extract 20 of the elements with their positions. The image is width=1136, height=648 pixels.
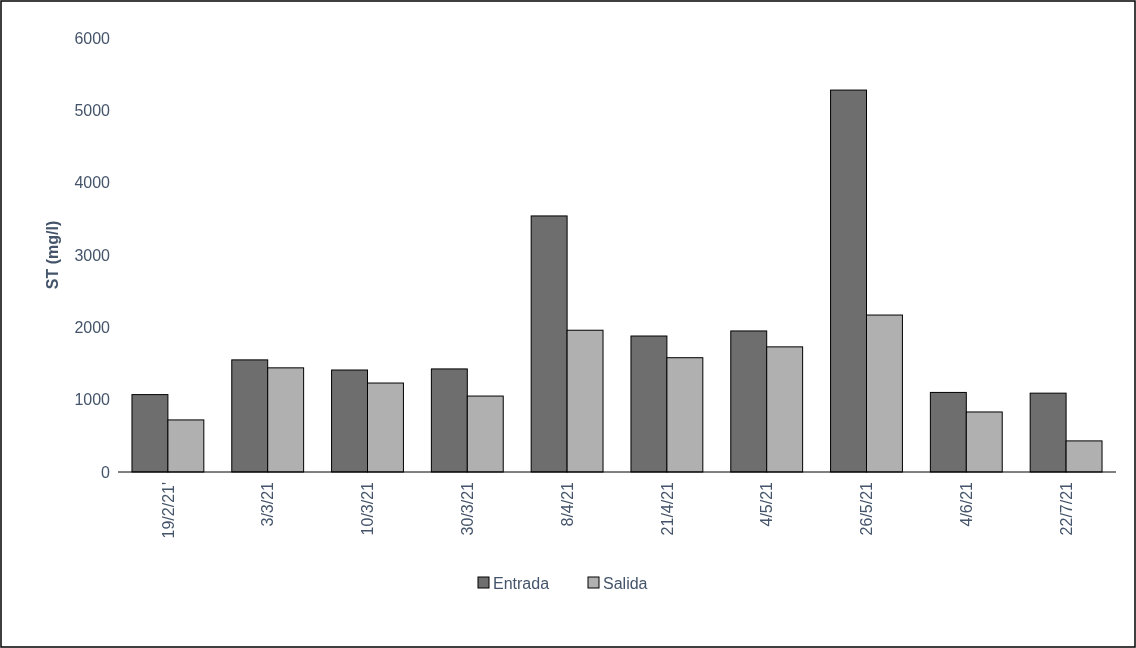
x-tick-label: 3/3/21 bbox=[259, 481, 277, 527]
y-tick-label: 5000 bbox=[74, 101, 111, 119]
x-tick-label: 22/7/21 bbox=[1057, 481, 1075, 536]
y-tick-label: 0 bbox=[101, 463, 111, 481]
x-tick-label: 4/6/21 bbox=[957, 481, 975, 527]
x-tick-label: 21/4/21 bbox=[658, 481, 676, 536]
y-tick-label: 1000 bbox=[74, 391, 111, 409]
x-tick-label: 19/2/21' bbox=[159, 482, 177, 539]
legend-label: Salida bbox=[603, 574, 648, 592]
x-tick-label: 26/5/21 bbox=[858, 481, 876, 536]
y-tick-label: 6000 bbox=[74, 29, 111, 47]
x-tick-label: 8/4/21 bbox=[558, 481, 576, 527]
x-tick-label: 4/5/21 bbox=[758, 481, 776, 527]
y-axis-title: ST (mg/l) bbox=[44, 220, 61, 290]
y-tick-label: 2000 bbox=[74, 318, 111, 336]
y-tick-label: 4000 bbox=[74, 174, 111, 192]
x-tick-label: 30/3/21 bbox=[458, 481, 476, 536]
legend-label: Entrada bbox=[493, 574, 550, 592]
y-tick-label: 3000 bbox=[74, 246, 111, 264]
x-tick-label: 10/3/21 bbox=[359, 481, 377, 536]
